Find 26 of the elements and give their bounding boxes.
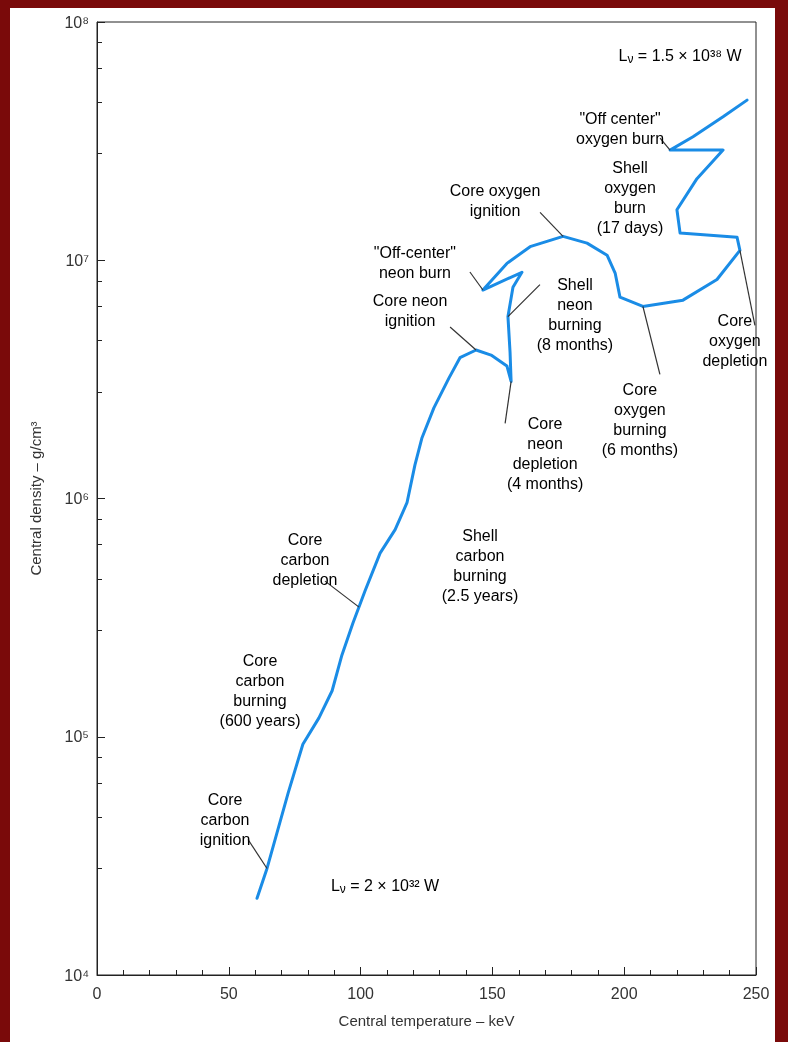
x-tick-label: 150 [479, 984, 506, 1002]
x-tick-label: 0 [92, 984, 102, 1002]
x-axis-title: Central temperature – keV [338, 1011, 515, 1029]
x-tick-label: 50 [219, 984, 238, 1002]
annotation: Core carbon depletion [272, 530, 338, 588]
x-tick-label: 250 [742, 984, 770, 1002]
annotation: Core neon depletion (4 months) [506, 414, 584, 492]
x-tick-label: 100 [347, 984, 375, 1002]
annotation: Core neon ignition [372, 291, 448, 329]
y-tick-label: 10⁵ [64, 728, 89, 746]
annotation: Core carbon burning (600 years) [219, 651, 301, 729]
annotation: "Off center" oxygen burn [576, 109, 665, 147]
x-tick-label: 200 [610, 984, 638, 1002]
annotation: "Off-center" neon burn [373, 243, 457, 281]
y-tick-label: 10⁶ [64, 490, 89, 507]
annotation: Core oxygen ignition [449, 181, 541, 219]
annotation: Shell neon burning (8 months) [536, 276, 614, 354]
y-axis-title: Central density – g/cm³ [27, 421, 45, 576]
annotation: Shell carbon burning (2.5 years) [441, 526, 519, 604]
annotation: Core carbon ignition [199, 790, 251, 848]
y-tick-label: 10⁸ [64, 13, 89, 31]
y-tick-label: 10⁷ [65, 251, 90, 269]
y-tick-label: 10⁴ [64, 966, 90, 984]
annotation: Core oxygen burning (6 months) [601, 380, 679, 458]
annotation: Shell oxygen burn (17 days) [596, 158, 664, 236]
annotation: Core oxygen depletion [702, 311, 768, 369]
